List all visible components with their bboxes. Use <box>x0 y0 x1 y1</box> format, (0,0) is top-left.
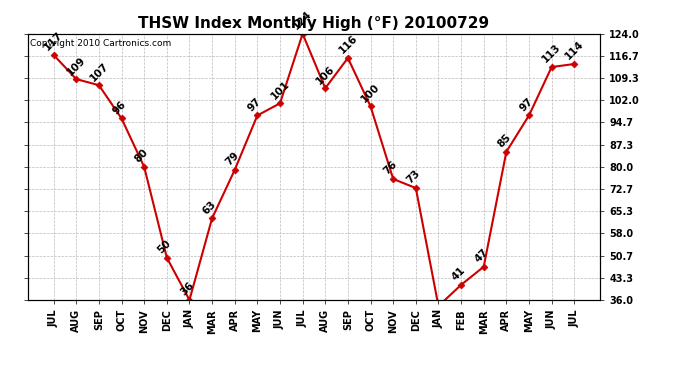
Text: 76: 76 <box>382 159 400 177</box>
Text: 109: 109 <box>65 55 88 77</box>
Text: 96: 96 <box>110 99 128 116</box>
Text: 97: 97 <box>518 96 535 113</box>
Text: 63: 63 <box>201 199 218 216</box>
Text: 50: 50 <box>156 238 173 255</box>
Text: 124: 124 <box>291 9 314 32</box>
Text: 101: 101 <box>269 79 291 101</box>
Text: Copyright 2010 Cartronics.com: Copyright 2010 Cartronics.com <box>30 39 172 48</box>
Text: 36: 36 <box>178 280 196 298</box>
Text: 85: 85 <box>495 132 513 150</box>
Title: THSW Index Monthly High (°F) 20100729: THSW Index Monthly High (°F) 20100729 <box>139 16 489 31</box>
Text: 79: 79 <box>224 150 241 168</box>
Text: 34: 34 <box>0 374 1 375</box>
Text: 97: 97 <box>246 96 264 113</box>
Text: 116: 116 <box>337 33 359 56</box>
Text: 47: 47 <box>473 247 490 264</box>
Text: 100: 100 <box>359 82 382 104</box>
Text: 113: 113 <box>540 42 563 65</box>
Text: 80: 80 <box>133 147 150 165</box>
Text: 114: 114 <box>563 39 586 62</box>
Text: 106: 106 <box>314 64 337 86</box>
Text: 41: 41 <box>450 265 467 283</box>
Text: 73: 73 <box>405 168 422 186</box>
Text: 117: 117 <box>43 30 65 53</box>
Text: 107: 107 <box>88 60 110 83</box>
